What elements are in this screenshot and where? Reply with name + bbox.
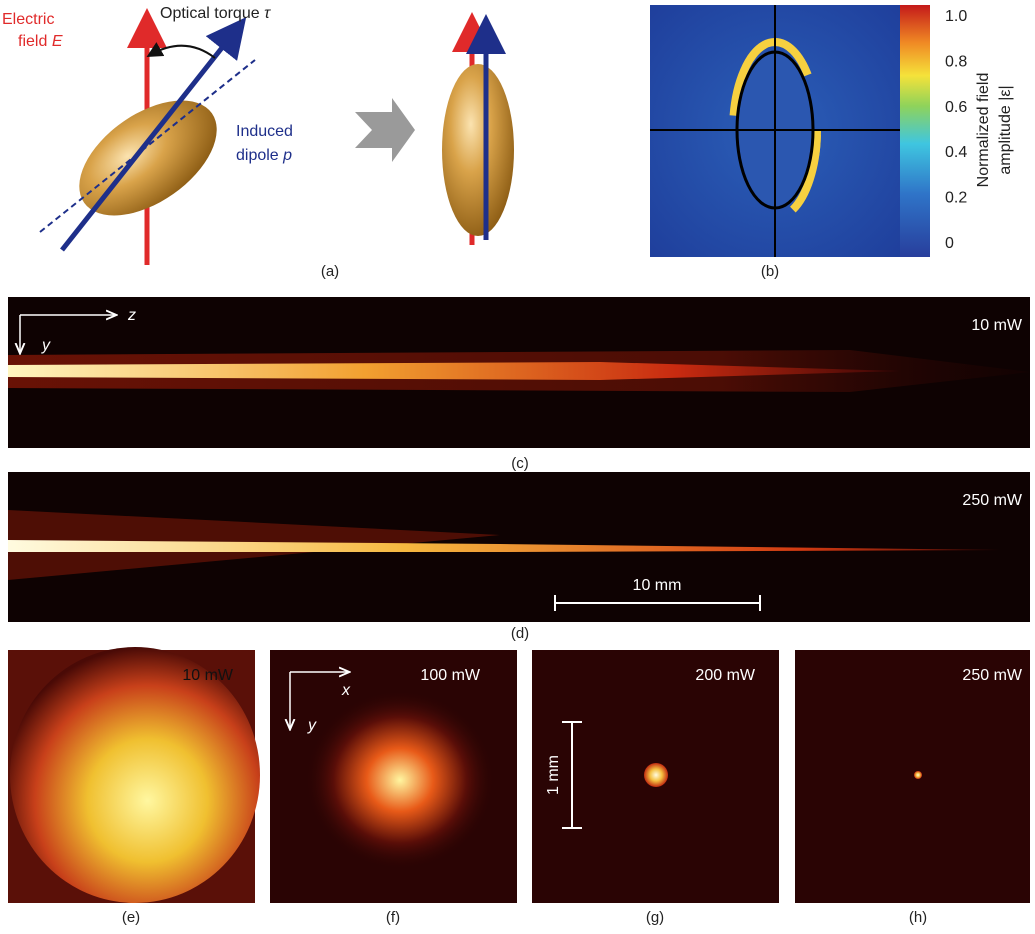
colorbar-tick-label: 1.0: [945, 8, 967, 25]
image: [795, 650, 1030, 903]
power-label: 250 mW: [962, 667, 1022, 684]
label: dipole p: [236, 147, 292, 164]
power-label: 100 mW: [420, 667, 480, 684]
colorbar-tick-label: 0.2: [945, 190, 967, 207]
scale-label: 1 mm: [545, 755, 562, 795]
colorbar: [900, 5, 930, 257]
axis-label: y: [41, 337, 51, 354]
label: field E: [18, 33, 63, 50]
panel-h: 250 mW (h): [795, 650, 1030, 926]
beam-spot: [305, 690, 495, 870]
caption: (a): [321, 263, 339, 280]
figure: Electric field E Optical torque τ Induce…: [0, 0, 1035, 934]
torque-arrow: [150, 46, 215, 58]
caption: (e): [122, 909, 140, 926]
caption: (b): [761, 263, 779, 280]
power-label: 10 mW: [182, 667, 234, 684]
colorbar-tick-label: 0.8: [945, 53, 967, 70]
power-label: 10 mW: [971, 317, 1023, 334]
beam-spot: [644, 763, 668, 787]
beam-spot: [10, 647, 260, 903]
scale-label: 10 mm: [633, 577, 682, 594]
caption: (d): [511, 625, 529, 642]
colorbar-tick-label: 0.4: [945, 144, 967, 161]
panel-e: 10 mW (e): [8, 647, 260, 926]
transition-arrow: [355, 98, 415, 162]
axis-label: y: [307, 717, 317, 734]
label: Induced: [236, 123, 293, 140]
power-label: 200 mW: [695, 667, 755, 684]
caption: (f): [386, 909, 400, 926]
caption: (g): [646, 909, 664, 926]
axis-label: x: [341, 682, 351, 699]
panel-g: 200 mW 1 mm (g): [532, 650, 779, 926]
label: Electric: [2, 11, 54, 28]
panel-d: 250 mW 10 mm (d): [8, 472, 1030, 642]
label: Optical torque τ: [160, 5, 271, 22]
panel-a: Electric field E Optical torque τ Induce…: [2, 5, 514, 280]
panel-f: x y 100 mW (f): [270, 650, 517, 926]
particle: [442, 64, 514, 236]
axis-label: z: [127, 307, 136, 324]
caption: (h): [909, 909, 927, 926]
power-label: 250 mW: [962, 492, 1022, 509]
panel-c: z y 10 mW (c): [8, 297, 1030, 472]
colorbar-tick-label: 0.6: [945, 99, 967, 116]
colorbar-tick-label: 0: [945, 235, 954, 252]
caption: (c): [511, 455, 529, 472]
beam-spot: [914, 771, 922, 779]
